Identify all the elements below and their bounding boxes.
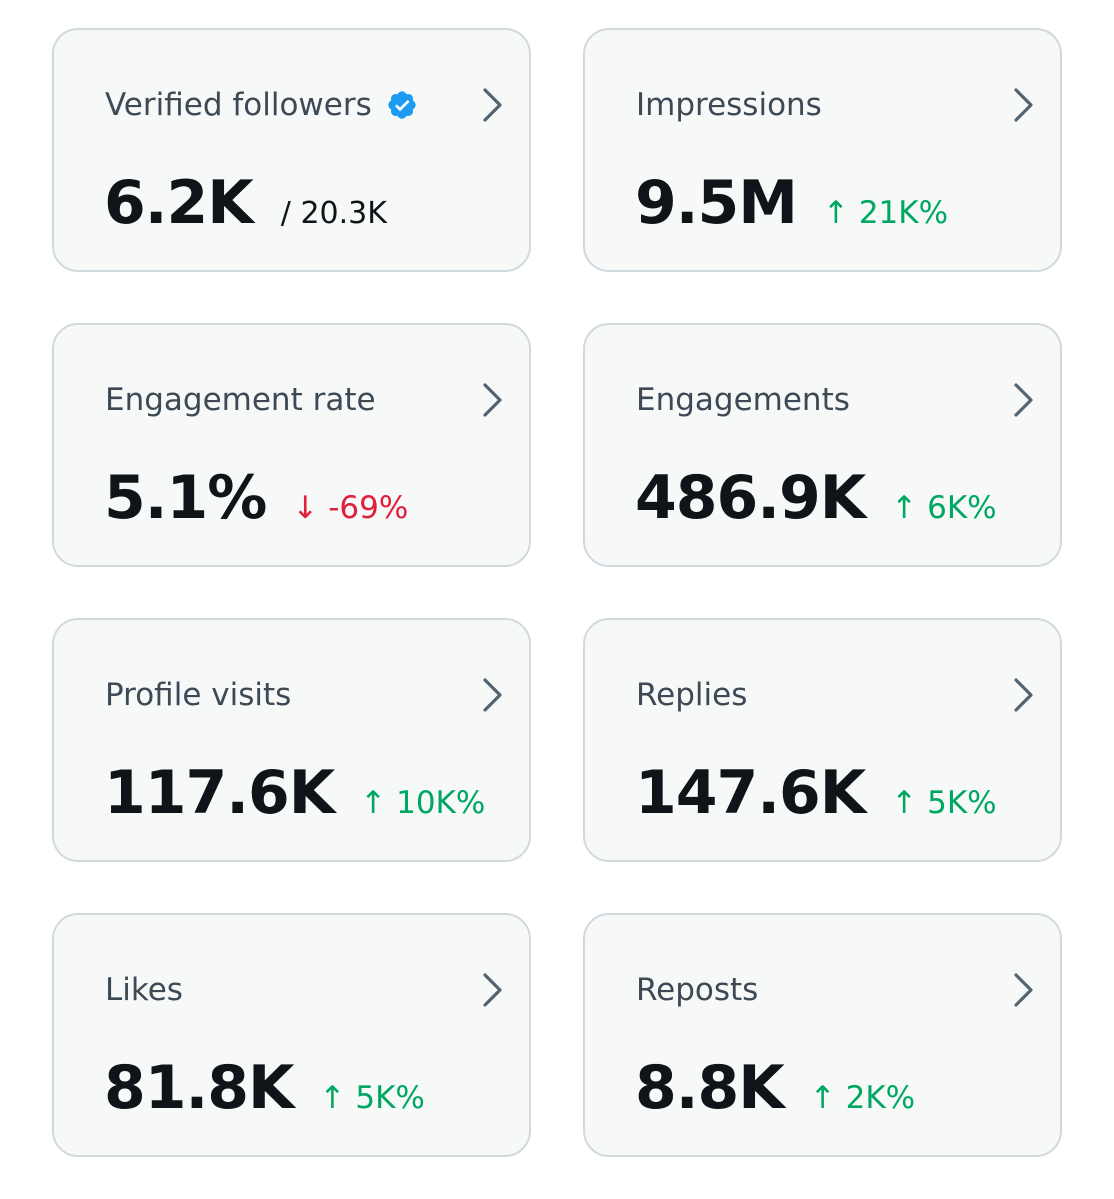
metric-change: ↓ -69% bbox=[292, 490, 409, 526]
metric-label-wrapper: Likes bbox=[105, 970, 183, 1010]
metric-card-likes[interactable]: Likes 81.8K ↑ 5K% bbox=[52, 913, 531, 1157]
chevron-right-icon bbox=[482, 381, 504, 419]
metric-value-row: 8.8K ↑ 2K% bbox=[635, 1053, 915, 1123]
metric-label: Replies bbox=[636, 677, 748, 713]
metric-value-row: 81.8K ↑ 5K% bbox=[104, 1053, 425, 1123]
metric-label: Likes bbox=[105, 972, 183, 1008]
metric-total: / 20.3K bbox=[280, 196, 387, 231]
metric-value-row: 117.6K ↑ 10K% bbox=[104, 758, 485, 828]
metric-label-wrapper: Profile visits bbox=[105, 675, 291, 715]
metric-label-wrapper: Verified followers bbox=[105, 85, 418, 125]
chevron-right-icon bbox=[482, 676, 504, 714]
metric-label: Verified followers bbox=[105, 87, 372, 123]
metric-label: Reposts bbox=[636, 972, 759, 1008]
metric-change: ↑ 5K% bbox=[319, 1080, 425, 1116]
verified-badge-icon bbox=[386, 89, 418, 121]
metric-label: Profile visits bbox=[105, 677, 292, 713]
metric-change: ↑ 21K% bbox=[823, 195, 949, 231]
chevron-right-icon bbox=[482, 86, 504, 124]
metric-value: 147.6K bbox=[635, 758, 866, 828]
metric-value: 486.9K bbox=[635, 463, 866, 533]
metric-change: ↑ 10K% bbox=[360, 785, 486, 821]
metric-change: ↑ 2K% bbox=[809, 1080, 916, 1116]
metric-card-engagement-rate[interactable]: Engagement rate 5.1% ↓ -69% bbox=[52, 323, 531, 567]
metric-label-wrapper: Replies bbox=[636, 675, 747, 715]
chevron-right-icon bbox=[1013, 86, 1035, 124]
chevron-right-icon bbox=[1013, 676, 1035, 714]
metric-value: 5.1% bbox=[104, 463, 267, 533]
metric-label-wrapper: Reposts bbox=[636, 970, 758, 1010]
metric-card-profile-visits[interactable]: Profile visits 117.6K ↑ 10K% bbox=[52, 618, 531, 862]
metric-change: ↑ 6K% bbox=[891, 490, 997, 526]
metric-value-row: 147.6K ↑ 5K% bbox=[635, 758, 997, 828]
metric-label: Engagement rate bbox=[105, 382, 376, 418]
chevron-right-icon bbox=[1013, 971, 1035, 1009]
metric-value-row: 486.9K ↑ 6K% bbox=[635, 463, 997, 533]
chevron-right-icon bbox=[1013, 381, 1035, 419]
metric-card-engagements[interactable]: Engagements 486.9K ↑ 6K% bbox=[583, 323, 1062, 567]
metrics-grid: Verified followers 6.2K / 20.3K Impressi… bbox=[52, 28, 1062, 1157]
metric-value-row: 6.2K / 20.3K bbox=[104, 168, 387, 238]
metric-change: ↑ 5K% bbox=[891, 785, 997, 821]
metric-label-wrapper: Engagement rate bbox=[105, 380, 376, 420]
metric-value: 6.2K bbox=[104, 168, 254, 238]
metric-value: 9.5M bbox=[635, 168, 798, 238]
metric-value: 81.8K bbox=[104, 1053, 295, 1123]
metric-card-reposts[interactable]: Reposts 8.8K ↑ 2K% bbox=[583, 913, 1062, 1157]
chevron-right-icon bbox=[482, 971, 504, 1009]
metric-value: 117.6K bbox=[104, 758, 335, 828]
metric-label-wrapper: Engagements bbox=[636, 380, 850, 420]
metric-card-impressions[interactable]: Impressions 9.5M ↑ 21K% bbox=[583, 28, 1062, 272]
metric-value-row: 9.5M ↑ 21K% bbox=[635, 168, 948, 238]
metric-label-wrapper: Impressions bbox=[636, 85, 822, 125]
metric-label: Engagements bbox=[636, 382, 850, 418]
metric-card-replies[interactable]: Replies 147.6K ↑ 5K% bbox=[583, 618, 1062, 862]
metric-label: Impressions bbox=[636, 87, 822, 123]
metric-value-row: 5.1% ↓ -69% bbox=[104, 463, 408, 533]
metric-value: 8.8K bbox=[635, 1053, 785, 1123]
metric-card-verified-followers[interactable]: Verified followers 6.2K / 20.3K bbox=[52, 28, 531, 272]
